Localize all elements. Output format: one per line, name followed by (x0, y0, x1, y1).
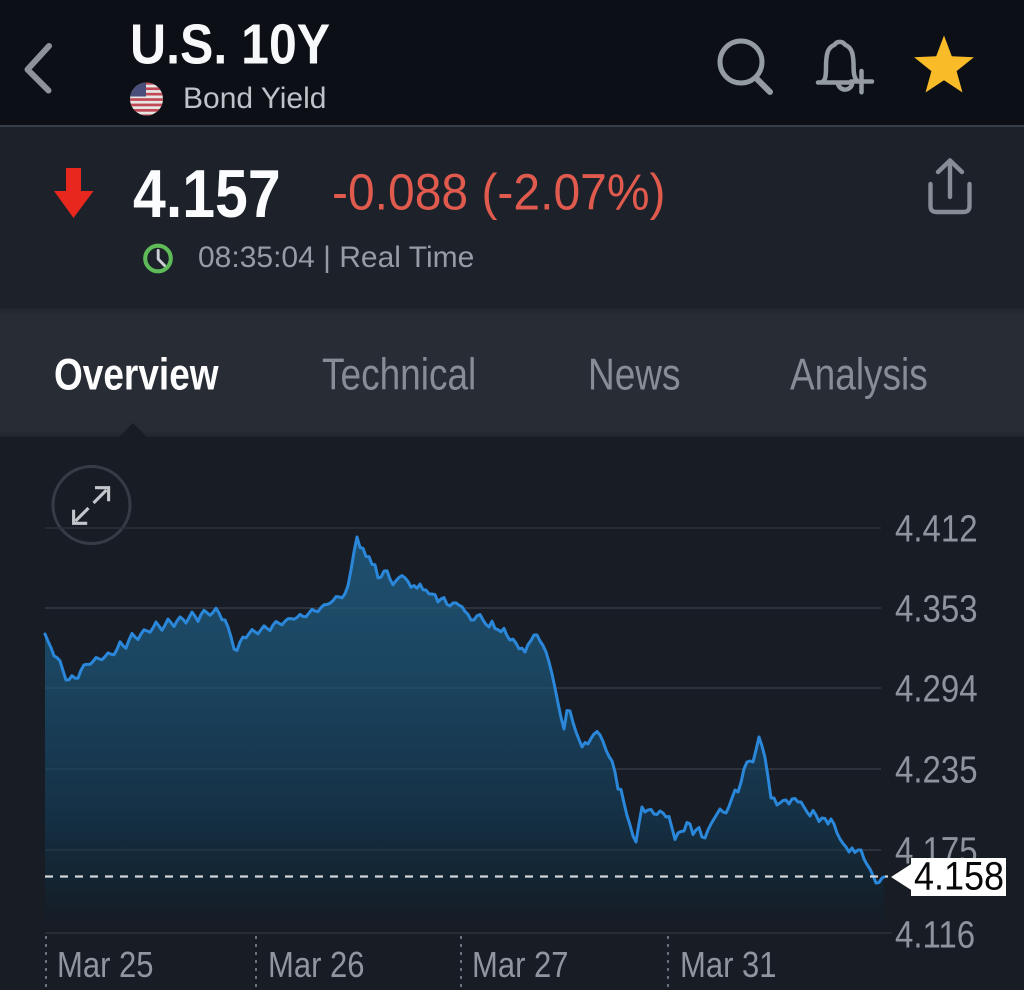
svg-text:4.158: 4.158 (914, 855, 1004, 899)
